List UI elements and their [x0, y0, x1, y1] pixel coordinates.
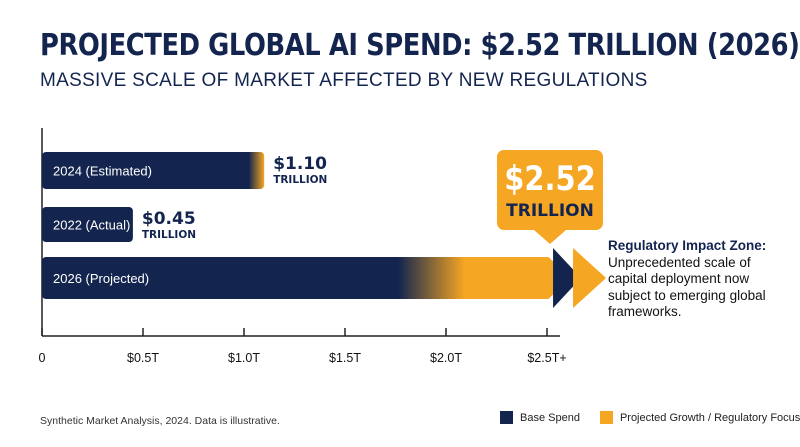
regulatory-callout: Regulatory Impact Zone: Unprecedented sc… — [608, 238, 783, 321]
x-tick-label: $1.0T — [228, 351, 260, 365]
source-note: Synthetic Market Analysis, 2024. Data is… — [40, 415, 280, 427]
arrow-head-icon — [573, 248, 607, 308]
arrow-head-icon — [553, 248, 582, 308]
chart-subtitle: MASSIVE SCALE OF MARKET AFFECTED BY NEW … — [40, 70, 648, 91]
bar-2024 — [42, 152, 265, 189]
bar-category-label: 2022 (Actual) — [53, 218, 130, 233]
projected-value-label: $2.52 — [504, 160, 595, 199]
legend-item-growth: Projected Growth / Regulatory Focus — [599, 411, 800, 424]
bar-2026 — [42, 257, 552, 299]
value-callout-box — [497, 150, 603, 230]
x-tick-label: 0 — [39, 351, 46, 365]
legend-item-base: Base Spend — [500, 411, 580, 424]
value-callout-pointer — [534, 230, 566, 244]
bar-category-label: 2026 (Projected) — [53, 271, 149, 286]
callout-heading: Regulatory Impact Zone: — [608, 238, 767, 253]
bar-2022 — [42, 207, 133, 242]
x-tick-label: $0.5T — [127, 351, 159, 365]
chart-title: PROJECTED GLOBAL AI SPEND: $2.52 TRILLIO… — [40, 28, 800, 63]
legend-swatch-growth — [599, 411, 613, 424]
legend-label-base: Base Spend — [520, 411, 580, 424]
x-tick-label: $2.5T+ — [527, 351, 566, 365]
bar-unit-label: TRILLION — [273, 174, 327, 186]
bar-value-label: $1.10 — [273, 154, 327, 174]
legend: Base Spend Projected Growth / Regulatory… — [500, 411, 800, 424]
x-tick-label: $1.5T — [329, 351, 361, 365]
bar-value-label: $0.45 — [142, 209, 196, 229]
legend-label-growth: Projected Growth / Regulatory Focus — [619, 411, 800, 424]
x-tick-label: $2.0T — [430, 351, 462, 365]
bar-unit-label: TRILLION — [142, 229, 196, 241]
callout-body: Unprecedented scale of capital deploymen… — [608, 254, 766, 320]
projected-unit-label: TRILLION — [506, 201, 594, 221]
bar-category-label: 2024 (Estimated) — [53, 164, 152, 179]
legend-swatch-base — [500, 411, 513, 424]
